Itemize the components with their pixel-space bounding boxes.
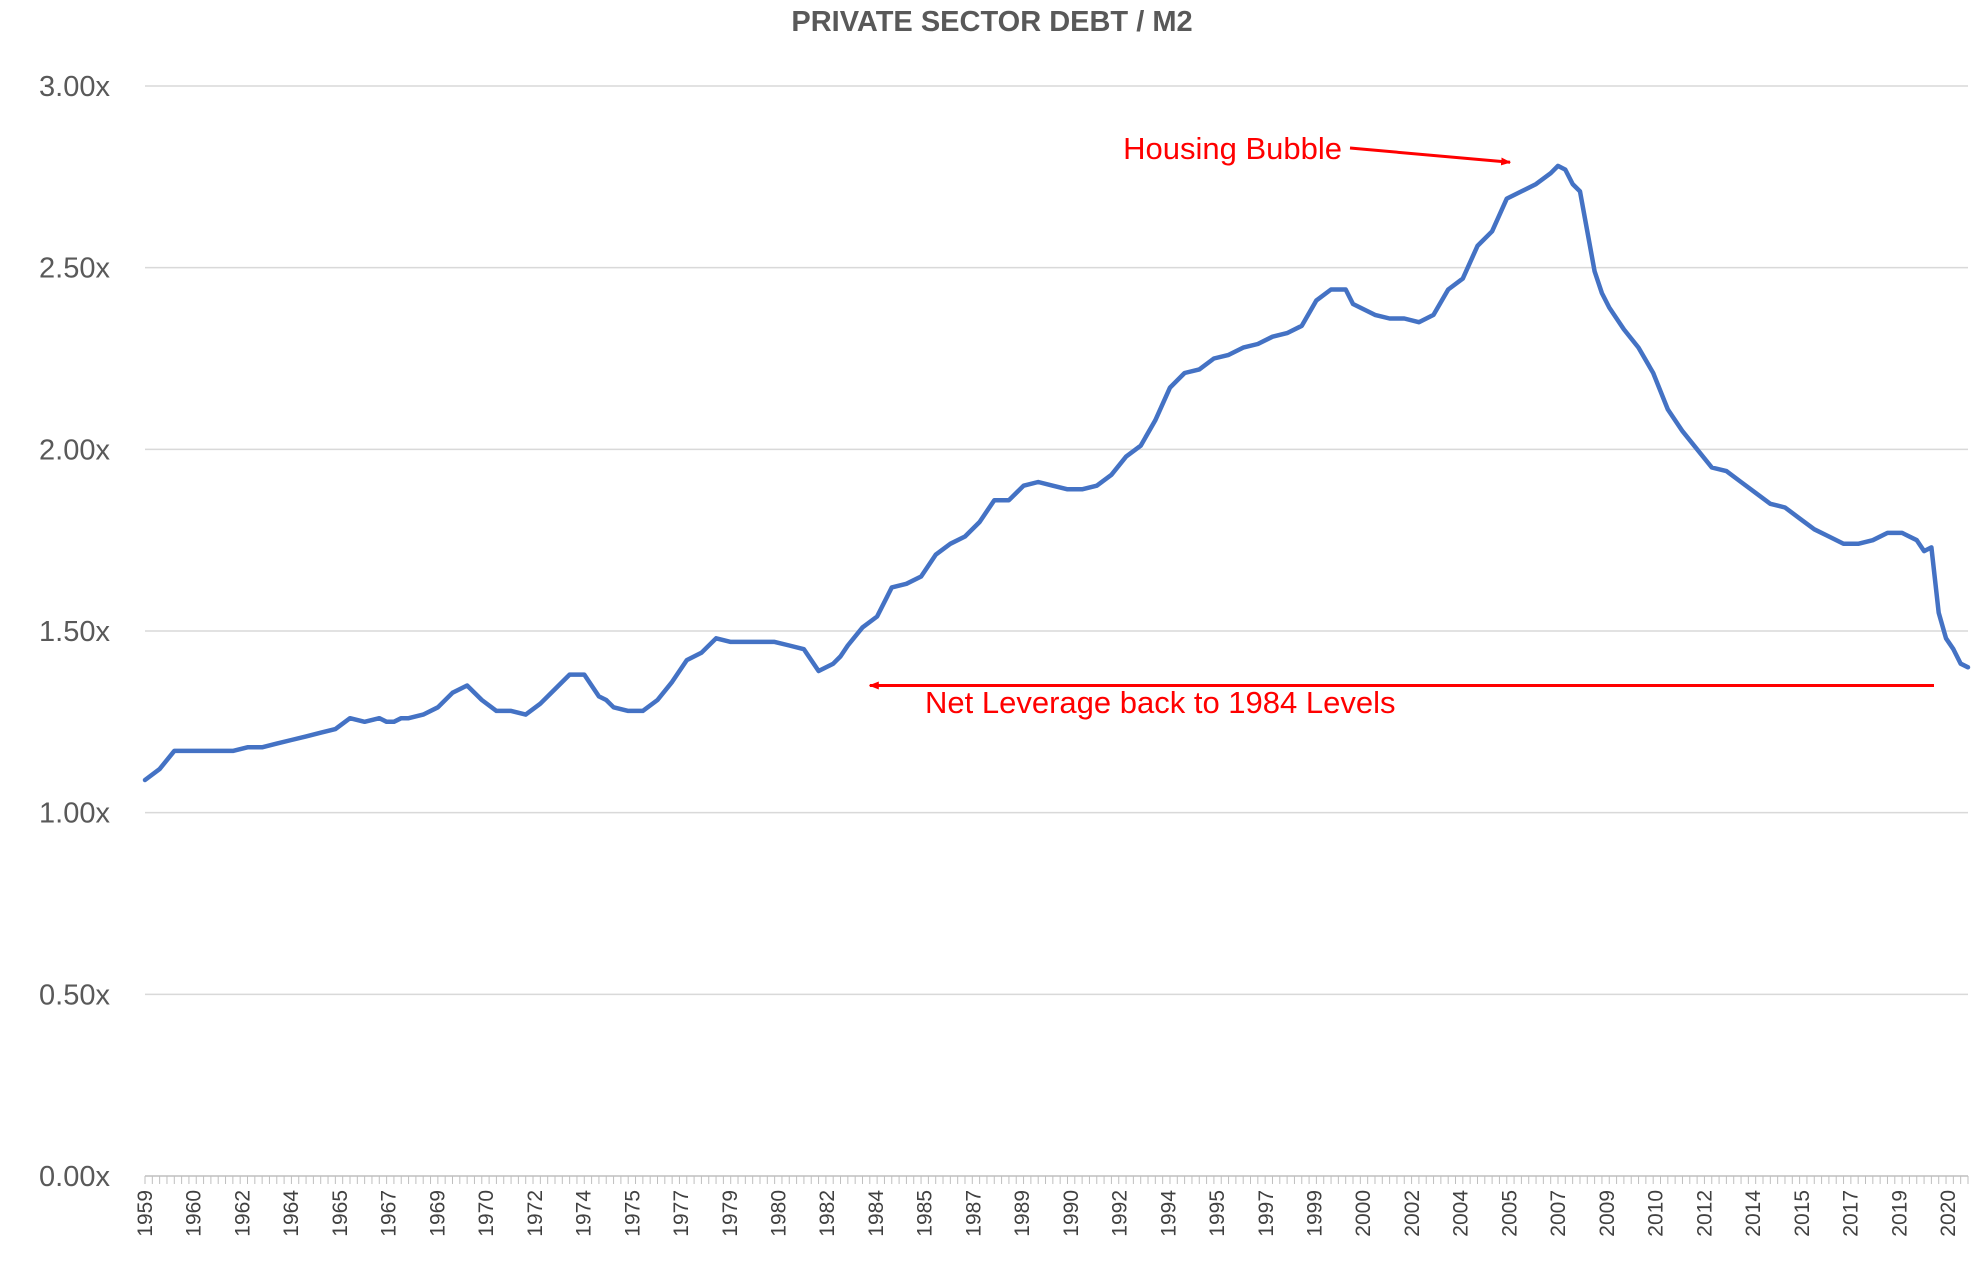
- x-tick-label: 1965: [329, 1190, 352, 1237]
- x-tick-label: 2000: [1352, 1190, 1375, 1237]
- x-tick-label: 1970: [475, 1190, 498, 1237]
- x-tick-label: 2015: [1791, 1190, 1814, 1237]
- x-tick-label: 1980: [767, 1190, 790, 1237]
- x-tick-label: 2019: [1888, 1190, 1911, 1237]
- x-tick-label: 1962: [231, 1190, 254, 1237]
- x-tick-label: 1960: [183, 1190, 206, 1237]
- y-tick-label: 2.50x: [39, 253, 110, 285]
- x-tick-label: 2007: [1547, 1190, 1570, 1237]
- x-tick-label: 1972: [524, 1190, 547, 1237]
- y-tick-label: 0.00x: [39, 1161, 110, 1193]
- y-tick-label: 1.50x: [39, 616, 110, 648]
- y-tick-label: 0.50x: [39, 979, 110, 1011]
- x-tick-label: 2014: [1742, 1190, 1765, 1237]
- x-tick-label: 1990: [1060, 1190, 1083, 1237]
- x-tick-label: 1977: [670, 1190, 693, 1237]
- x-tick-label: 2010: [1645, 1190, 1668, 1237]
- x-tick-label: 1987: [962, 1190, 985, 1237]
- y-tick-label: 3.00x: [39, 71, 110, 103]
- x-tick-label: 2009: [1596, 1190, 1619, 1237]
- x-tick-label: 1969: [426, 1190, 449, 1237]
- annotations: Housing Bubble Net Leverage back to 1984 …: [868, 131, 1934, 720]
- x-tick-label: 1992: [1109, 1190, 1132, 1237]
- x-tick-label: 1975: [621, 1190, 644, 1237]
- y-axis: 0.00x 0.50x 1.00x 1.50x 2.00x 2.50x 3.00x: [39, 71, 110, 1193]
- x-tick-label: 1974: [573, 1190, 596, 1237]
- x-tick-label: 2005: [1498, 1190, 1521, 1237]
- x-tick-label: 1995: [1206, 1190, 1229, 1237]
- x-tick-label: 2004: [1450, 1190, 1473, 1237]
- x-tick-label: 1959: [134, 1190, 157, 1237]
- x-tick-label: 1997: [1255, 1190, 1278, 1237]
- x-tick-label: 2017: [1840, 1190, 1863, 1237]
- x-tick-label: 2020: [1937, 1190, 1960, 1237]
- x-tick-label: 1967: [378, 1190, 401, 1237]
- annotation-housing-bubble: Housing Bubble: [1123, 131, 1342, 166]
- y-tick-label: 1.00x: [39, 798, 110, 830]
- x-tick-label: 1985: [914, 1190, 937, 1237]
- x-axis: 1959 1960 1962 1964 1965 1967 1969 1970 1972 1974…: [134, 1175, 1969, 1237]
- x-tick-label: 1999: [1304, 1190, 1327, 1237]
- x-tick-label: 2012: [1693, 1190, 1716, 1237]
- x-tick-label: 1979: [719, 1190, 742, 1237]
- annotation-net-leverage: Net Leverage back to 1984 Levels: [925, 685, 1395, 720]
- x-tick-label: 2002: [1401, 1190, 1424, 1237]
- y-tick-label: 2.00x: [39, 434, 110, 466]
- grid-lines: [145, 85, 1968, 996]
- chart-title: PRIVATE SECTOR DEBT / M2: [791, 6, 1193, 38]
- x-tick-label: 1989: [1011, 1190, 1034, 1237]
- x-tick-label: 1964: [280, 1190, 303, 1237]
- annotation-arrow-housing-bubble: [1349, 146, 1512, 166]
- series-layer: [142, 163, 1971, 783]
- x-tick-label: 1982: [816, 1190, 839, 1237]
- x-tick-label: 1984: [865, 1190, 888, 1237]
- x-tick-label: 1994: [1157, 1190, 1180, 1237]
- series-line: [142, 163, 1971, 783]
